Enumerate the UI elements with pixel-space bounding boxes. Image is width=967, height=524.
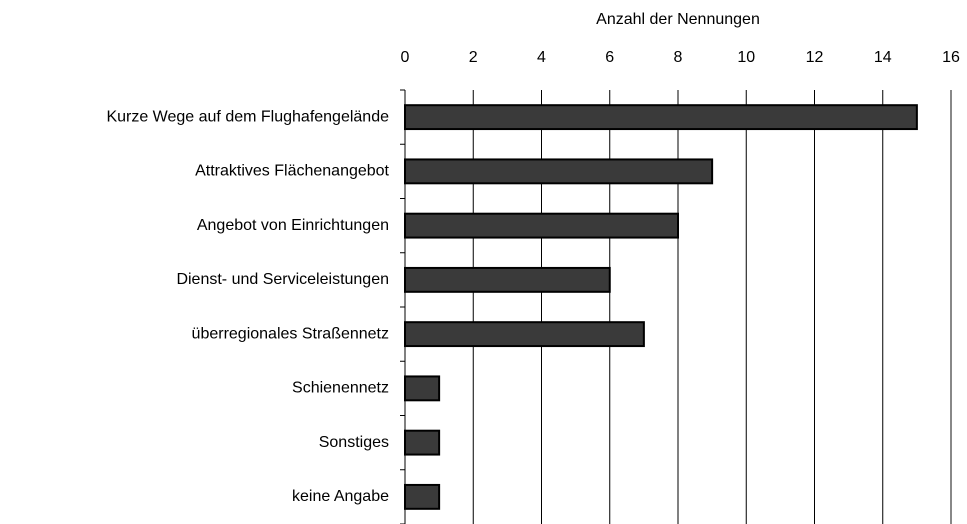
- bar: [404, 375, 441, 402]
- bar: [404, 212, 679, 239]
- y-tick-label: Sonstiges: [319, 434, 389, 451]
- y-tick-label: keine Angabe: [292, 488, 389, 505]
- y-tick-label: überregionales Straßennetz: [192, 325, 389, 342]
- x-tick-label: 14: [874, 49, 892, 66]
- x-tick-label: 2: [469, 49, 478, 66]
- y-tick-label: Kurze Wege auf dem Flughafengelände: [106, 108, 389, 125]
- bar: [404, 483, 441, 510]
- x-axis-label: Anzahl der Nennungen: [596, 11, 760, 28]
- bar: [404, 429, 441, 456]
- bar: [404, 158, 714, 185]
- x-tick-label: 8: [674, 49, 683, 66]
- bar: [404, 104, 918, 131]
- x-tick-label: 0: [401, 49, 410, 66]
- y-tick-label: Schienennetz: [292, 380, 389, 397]
- bar: [404, 321, 645, 348]
- x-tick-label: 12: [806, 49, 824, 66]
- y-tick-label: Dienst- und Serviceleistungen: [176, 271, 389, 288]
- x-tick-label: 4: [537, 49, 546, 66]
- x-tick-label: 6: [605, 49, 614, 66]
- y-tick-label: Angebot von Einrichtungen: [197, 217, 389, 234]
- bar: [404, 266, 611, 293]
- x-tick-label: 10: [737, 49, 755, 66]
- y-tick-label: Attraktives Flächenangebot: [195, 163, 389, 180]
- x-tick-label: 16: [942, 49, 960, 66]
